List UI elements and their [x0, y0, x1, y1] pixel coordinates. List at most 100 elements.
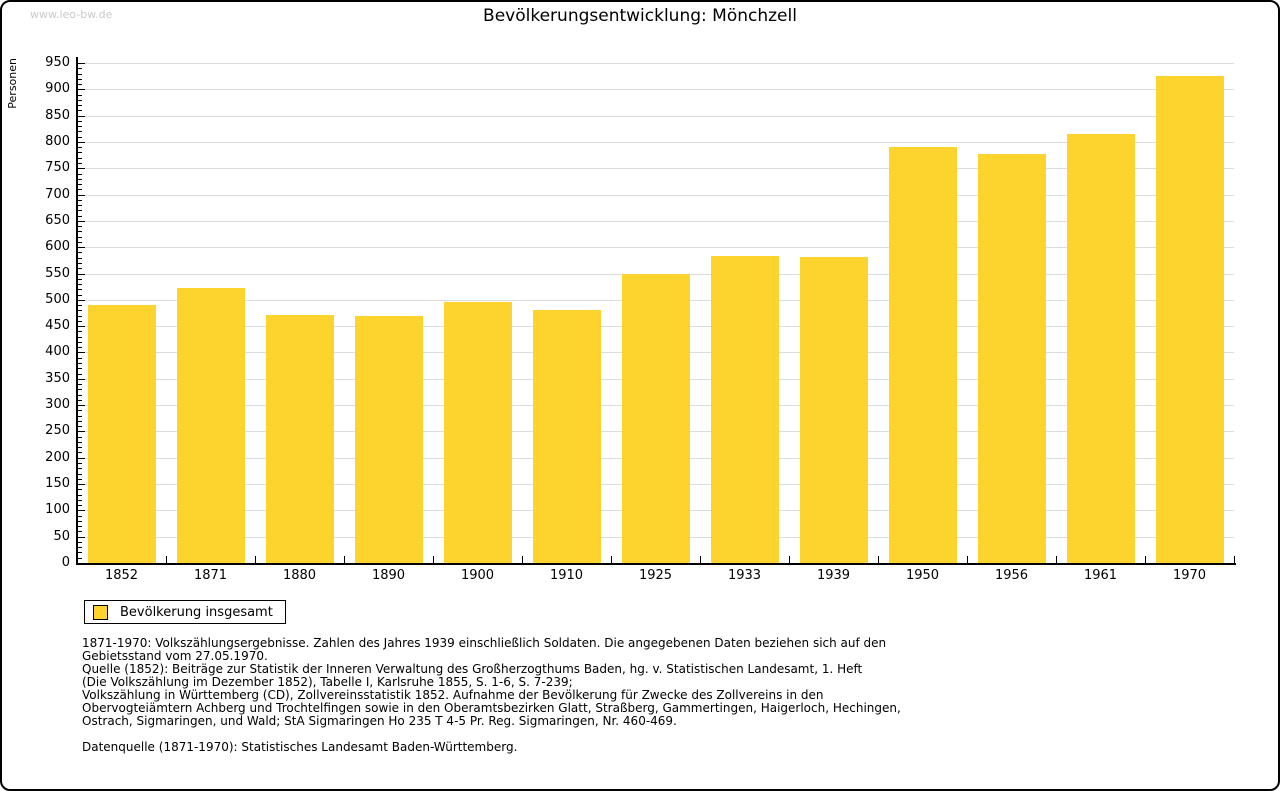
footnote-line-7: Ostrach, Sigmaringen, und Wald; StA Sigm… [82, 714, 677, 728]
y-minor-tick-710 [78, 189, 82, 190]
y-minor-tick-490 [78, 305, 82, 306]
bar-1925 [622, 274, 690, 563]
y-major-tick-450 [78, 326, 85, 327]
x-tick-2 [255, 556, 256, 563]
x-tick-label-1939: 1939 [816, 568, 851, 583]
y-minor-tick-270 [78, 421, 82, 422]
x-tick-label-1880: 1880 [282, 568, 317, 583]
bar-1956 [978, 154, 1046, 563]
y-major-tick-600 [78, 247, 85, 248]
y-minor-tick-330 [78, 389, 82, 390]
bar-1970 [1156, 76, 1224, 563]
y-major-tick-500 [78, 300, 85, 301]
y-minor-tick-210 [78, 452, 82, 453]
gridline-700 [78, 195, 1234, 196]
bar-1852 [88, 305, 156, 563]
y-minor-tick-480 [78, 310, 82, 311]
x-tick-label-1970: 1970 [1172, 568, 1207, 583]
y-minor-tick-530 [78, 284, 82, 285]
y-tick-label-100: 100 [45, 502, 70, 517]
x-tick-1 [166, 556, 167, 563]
footnote-line-5: Volkszählung in Württemberg (CD), Zollve… [82, 688, 824, 702]
x-tick-label-1910: 1910 [549, 568, 584, 583]
x-axis-line [76, 563, 1236, 565]
y-minor-tick-60 [78, 531, 82, 532]
y-minor-tick-140 [78, 489, 82, 490]
x-tick-12 [1145, 556, 1146, 563]
y-minor-tick-460 [78, 321, 82, 322]
x-tick-13 [1234, 556, 1235, 563]
y-minor-tick-790 [78, 147, 82, 148]
y-minor-tick-690 [78, 200, 82, 201]
gridline-650 [78, 221, 1234, 222]
x-tick-label-1890: 1890 [371, 568, 406, 583]
y-minor-tick-880 [78, 100, 82, 101]
y-minor-tick-390 [78, 358, 82, 359]
y-major-tick-50 [78, 537, 85, 538]
y-major-tick-150 [78, 484, 85, 485]
watermark: www.leo-bw.de [30, 8, 113, 21]
y-minor-tick-540 [78, 279, 82, 280]
x-tick-label-1961: 1961 [1083, 568, 1118, 583]
y-axis-label: Personen [6, 58, 19, 109]
y-minor-tick-20 [78, 552, 82, 553]
y-major-tick-250 [78, 431, 85, 432]
y-minor-tick-410 [78, 347, 82, 348]
y-minor-tick-640 [78, 226, 82, 227]
bar-1950 [889, 147, 957, 563]
x-tick-7 [700, 556, 701, 563]
y-minor-tick-680 [78, 205, 82, 206]
y-minor-tick-910 [78, 84, 82, 85]
y-minor-tick-930 [78, 74, 82, 75]
legend-swatch [93, 604, 108, 620]
y-tick-label-150: 150 [45, 476, 70, 491]
bar-1939 [800, 257, 868, 563]
y-minor-tick-90 [78, 516, 82, 517]
y-minor-tick-610 [78, 242, 82, 243]
y-major-tick-950 [78, 63, 85, 64]
y-minor-tick-260 [78, 426, 82, 427]
x-tick-5 [522, 556, 523, 563]
y-minor-tick-830 [78, 126, 82, 127]
y-tick-label-450: 450 [45, 318, 70, 333]
y-tick-label-750: 750 [45, 160, 70, 175]
y-tick-label-200: 200 [45, 450, 70, 465]
y-minor-tick-590 [78, 252, 82, 253]
x-tick-label-1950: 1950 [905, 568, 940, 583]
x-tick-10 [967, 556, 968, 563]
bar-1961 [1067, 134, 1135, 563]
y-minor-tick-760 [78, 163, 82, 164]
y-tick-label-600: 600 [45, 239, 70, 254]
y-major-tick-700 [78, 195, 85, 196]
y-tick-label-950: 950 [45, 55, 70, 70]
y-minor-tick-820 [78, 131, 82, 132]
y-minor-tick-320 [78, 395, 82, 396]
datasource-line: Datenquelle (1871-1970): Statistisches L… [82, 740, 518, 754]
gridline-850 [78, 116, 1234, 117]
x-tick-3 [344, 556, 345, 563]
x-tick-6 [611, 556, 612, 563]
footnote-line-1: 1871-1970: Volkszählungsergebnisse. Zahl… [82, 636, 887, 650]
y-tick-label-350: 350 [45, 371, 70, 386]
y-minor-tick-180 [78, 468, 82, 469]
footnote-line-2: Gebietsstand vom 27.05.1970. [82, 649, 268, 663]
gridline-600 [78, 247, 1234, 248]
y-axis-line [76, 57, 78, 565]
y-minor-tick-630 [78, 231, 82, 232]
y-major-tick-100 [78, 510, 85, 511]
y-minor-tick-360 [78, 374, 82, 375]
y-minor-tick-80 [78, 521, 82, 522]
y-major-tick-800 [78, 142, 85, 143]
y-minor-tick-440 [78, 331, 82, 332]
y-minor-tick-190 [78, 463, 82, 464]
y-major-tick-900 [78, 89, 85, 90]
y-minor-tick-920 [78, 79, 82, 80]
y-minor-tick-10 [78, 558, 82, 559]
footnote-line-6: Obervogteiämtern Achberg und Trochtelfin… [82, 701, 901, 715]
y-minor-tick-470 [78, 316, 82, 317]
y-minor-tick-660 [78, 216, 82, 217]
footnote-lines: 1871-1970: Volkszählungsergebnisse. Zahl… [82, 637, 901, 728]
y-minor-tick-670 [78, 210, 82, 211]
y-minor-tick-370 [78, 368, 82, 369]
